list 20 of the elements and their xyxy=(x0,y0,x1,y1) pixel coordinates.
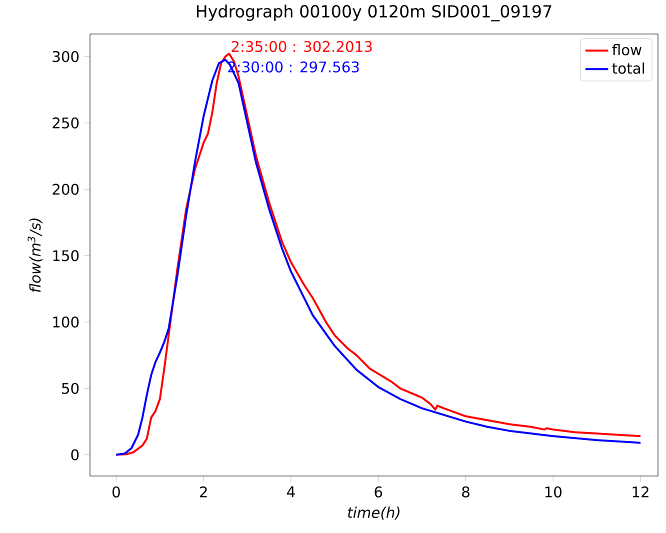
x-tick-label: 8 xyxy=(462,486,470,498)
legend-label: flow xyxy=(612,44,642,56)
legend-label: total xyxy=(612,62,644,74)
y-tick-label: 100 xyxy=(53,316,79,328)
y-tick-label: 200 xyxy=(52,184,79,195)
y-tick-label: 150 xyxy=(53,250,79,262)
y-axis-title: flow(m$^{3}$/s) xyxy=(28,218,42,292)
y-tick-label: 50 xyxy=(62,382,79,394)
y-tick-label: 0 xyxy=(71,449,79,460)
x-tick-label: 12 xyxy=(632,486,648,498)
x-tick-label: 2 xyxy=(200,486,207,498)
x-tick-label: 0 xyxy=(112,486,120,498)
chart-title: Hydrograph 00100y 0120m SID001_09197 xyxy=(196,4,552,22)
x-tick-label: 4 xyxy=(287,486,295,498)
x-tick-label: 10 xyxy=(545,486,562,498)
y-tick-label: 250 xyxy=(52,117,79,128)
y-tick-label: 300 xyxy=(52,51,79,62)
x-axis-title: time(h) xyxy=(348,506,400,520)
annotation: 2:35:00 : 302.2013 xyxy=(232,40,372,52)
x-tick-label: 6 xyxy=(374,486,382,498)
